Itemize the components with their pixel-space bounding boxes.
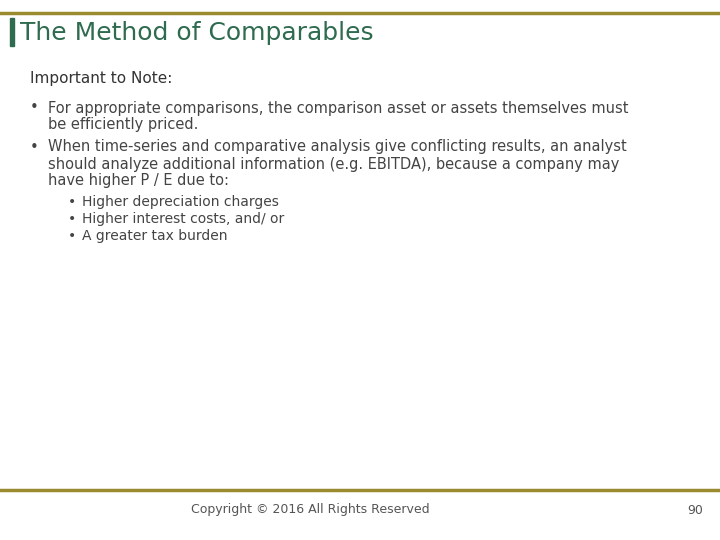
Text: have higher P / E due to:: have higher P / E due to: — [48, 173, 229, 188]
Text: Higher interest costs, and/ or: Higher interest costs, and/ or — [82, 212, 284, 226]
Text: Important to Note:: Important to Note: — [30, 71, 172, 85]
Text: be efficiently priced.: be efficiently priced. — [48, 118, 199, 132]
Text: The Method of Comparables: The Method of Comparables — [20, 21, 374, 45]
Text: •: • — [30, 100, 39, 116]
Text: Higher depreciation charges: Higher depreciation charges — [82, 195, 279, 209]
Text: Copyright © 2016 All Rights Reserved: Copyright © 2016 All Rights Reserved — [191, 503, 429, 516]
Bar — [10, 18, 14, 46]
Text: •: • — [68, 195, 76, 209]
Text: A greater tax burden: A greater tax burden — [82, 229, 228, 243]
Text: When time-series and comparative analysis give conflicting results, an analyst: When time-series and comparative analysi… — [48, 139, 626, 154]
Text: •: • — [30, 139, 39, 154]
Text: 90: 90 — [687, 503, 703, 516]
Text: •: • — [68, 229, 76, 243]
Text: For appropriate comparisons, the comparison asset or assets themselves must: For appropriate comparisons, the compari… — [48, 100, 629, 116]
Text: should analyze additional information (e.g. EBITDA), because a company may: should analyze additional information (e… — [48, 157, 619, 172]
Text: •: • — [68, 212, 76, 226]
